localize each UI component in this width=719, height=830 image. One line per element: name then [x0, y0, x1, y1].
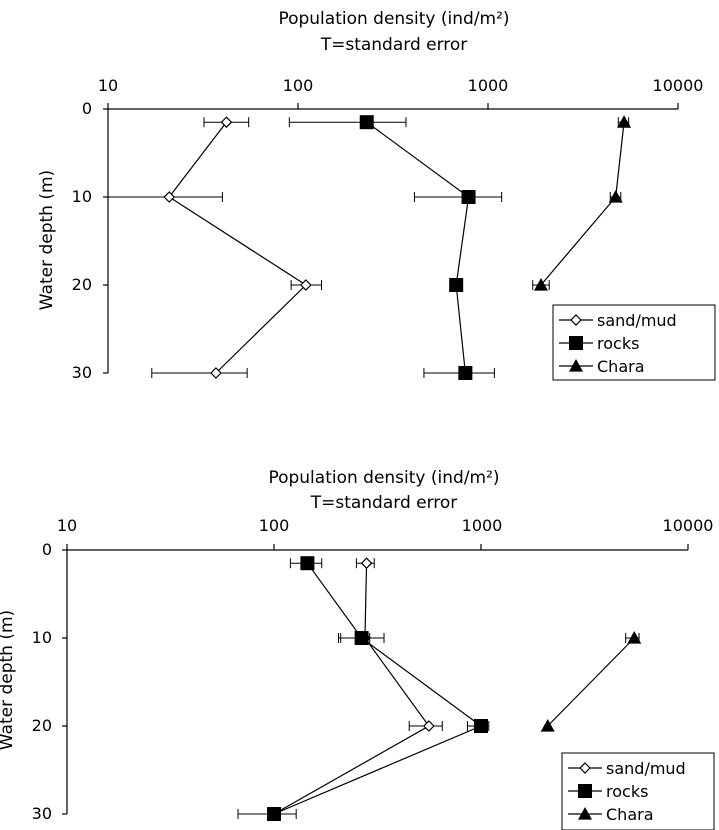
- chart-2-xtick-1000: 1000: [462, 516, 503, 535]
- legend-marker: [569, 359, 583, 372]
- chart-2-title: Population density (ind/m²): [268, 468, 499, 488]
- legend-marker: [570, 314, 582, 326]
- data-point: [354, 631, 369, 645]
- data-point: [533, 278, 548, 291]
- data-point: [461, 190, 476, 204]
- chart-2-ytick-30: 30: [32, 804, 52, 823]
- data-point: [267, 807, 281, 821]
- data-point: [360, 557, 373, 570]
- legend-label: sand/mud: [606, 759, 686, 778]
- chart-2-xtick-100: 100: [259, 516, 290, 535]
- legend-label: Chara: [597, 357, 645, 376]
- chart-2-ytick-0: 0: [42, 540, 52, 559]
- chart-1-ytick-20: 20: [72, 275, 92, 294]
- legend-label: Chara: [606, 805, 654, 824]
- chart-1-plot: [103, 103, 679, 380]
- data-point: [474, 719, 488, 733]
- data-point: [220, 116, 233, 129]
- data-point: [300, 279, 312, 291]
- chart-2-subtitle: T=standard error: [310, 493, 458, 513]
- data-point: [540, 719, 555, 732]
- data-point: [423, 720, 435, 732]
- chart-1: Population density (ind/m²) T=standard e…: [37, 9, 716, 382]
- series-line-sandmud: [168, 121, 307, 374]
- data-point: [449, 278, 464, 292]
- chart-1-legend: sand/mud rocks Chara: [552, 304, 716, 381]
- legend-label: rocks: [606, 782, 648, 801]
- chart-1-subtitle: T=standard error: [320, 35, 468, 55]
- chart-1-ytick-30: 30: [72, 363, 92, 382]
- series-line-sandmud: [273, 563, 430, 815]
- chart-2-xtick-10000: 10000: [663, 516, 714, 535]
- series-line-rocks: [273, 562, 483, 815]
- legend-label: rocks: [597, 334, 639, 353]
- chart-2-ylabel: Water depth (m): [0, 610, 17, 750]
- series-line-chara: [547, 637, 635, 727]
- chart-2: Population density (ind/m²) T=standard e…: [0, 468, 715, 830]
- series-line-rocks: [366, 121, 470, 374]
- legend-marker: [569, 336, 583, 350]
- legend-marker: [578, 784, 592, 798]
- legend-marker: [579, 762, 591, 774]
- chart-1-ytick-0: 0: [82, 99, 92, 118]
- data-point: [359, 115, 374, 130]
- chart-1-ylabel: Water depth (m): [37, 170, 57, 310]
- chart-1-ytick-10: 10: [72, 187, 92, 206]
- chart-1-xtick-10: 10: [98, 76, 118, 95]
- chart-1-xtick-100: 100: [283, 76, 314, 95]
- data-point: [608, 190, 623, 203]
- chart-2-ytick-10: 10: [32, 628, 52, 647]
- chart-2-xtick-10: 10: [57, 516, 77, 535]
- chart-2-plot: [62, 544, 689, 821]
- data-point: [300, 556, 315, 571]
- series-line-chara: [540, 122, 625, 286]
- chart-1-xtick-10000: 10000: [653, 76, 704, 95]
- data-point: [458, 366, 473, 380]
- data-point: [627, 631, 642, 644]
- chart-1-title: Population density (ind/m²): [278, 9, 509, 29]
- chart-1-xtick-1000: 1000: [468, 76, 509, 95]
- data-point: [210, 367, 222, 379]
- data-point: [617, 115, 632, 128]
- data-point: [163, 191, 176, 203]
- chart-2-ytick-20: 20: [32, 716, 52, 735]
- legend-label: sand/mud: [597, 311, 677, 330]
- legend-marker: [578, 807, 592, 820]
- chart-2-legend: sand/mud rocks Chara: [561, 752, 715, 830]
